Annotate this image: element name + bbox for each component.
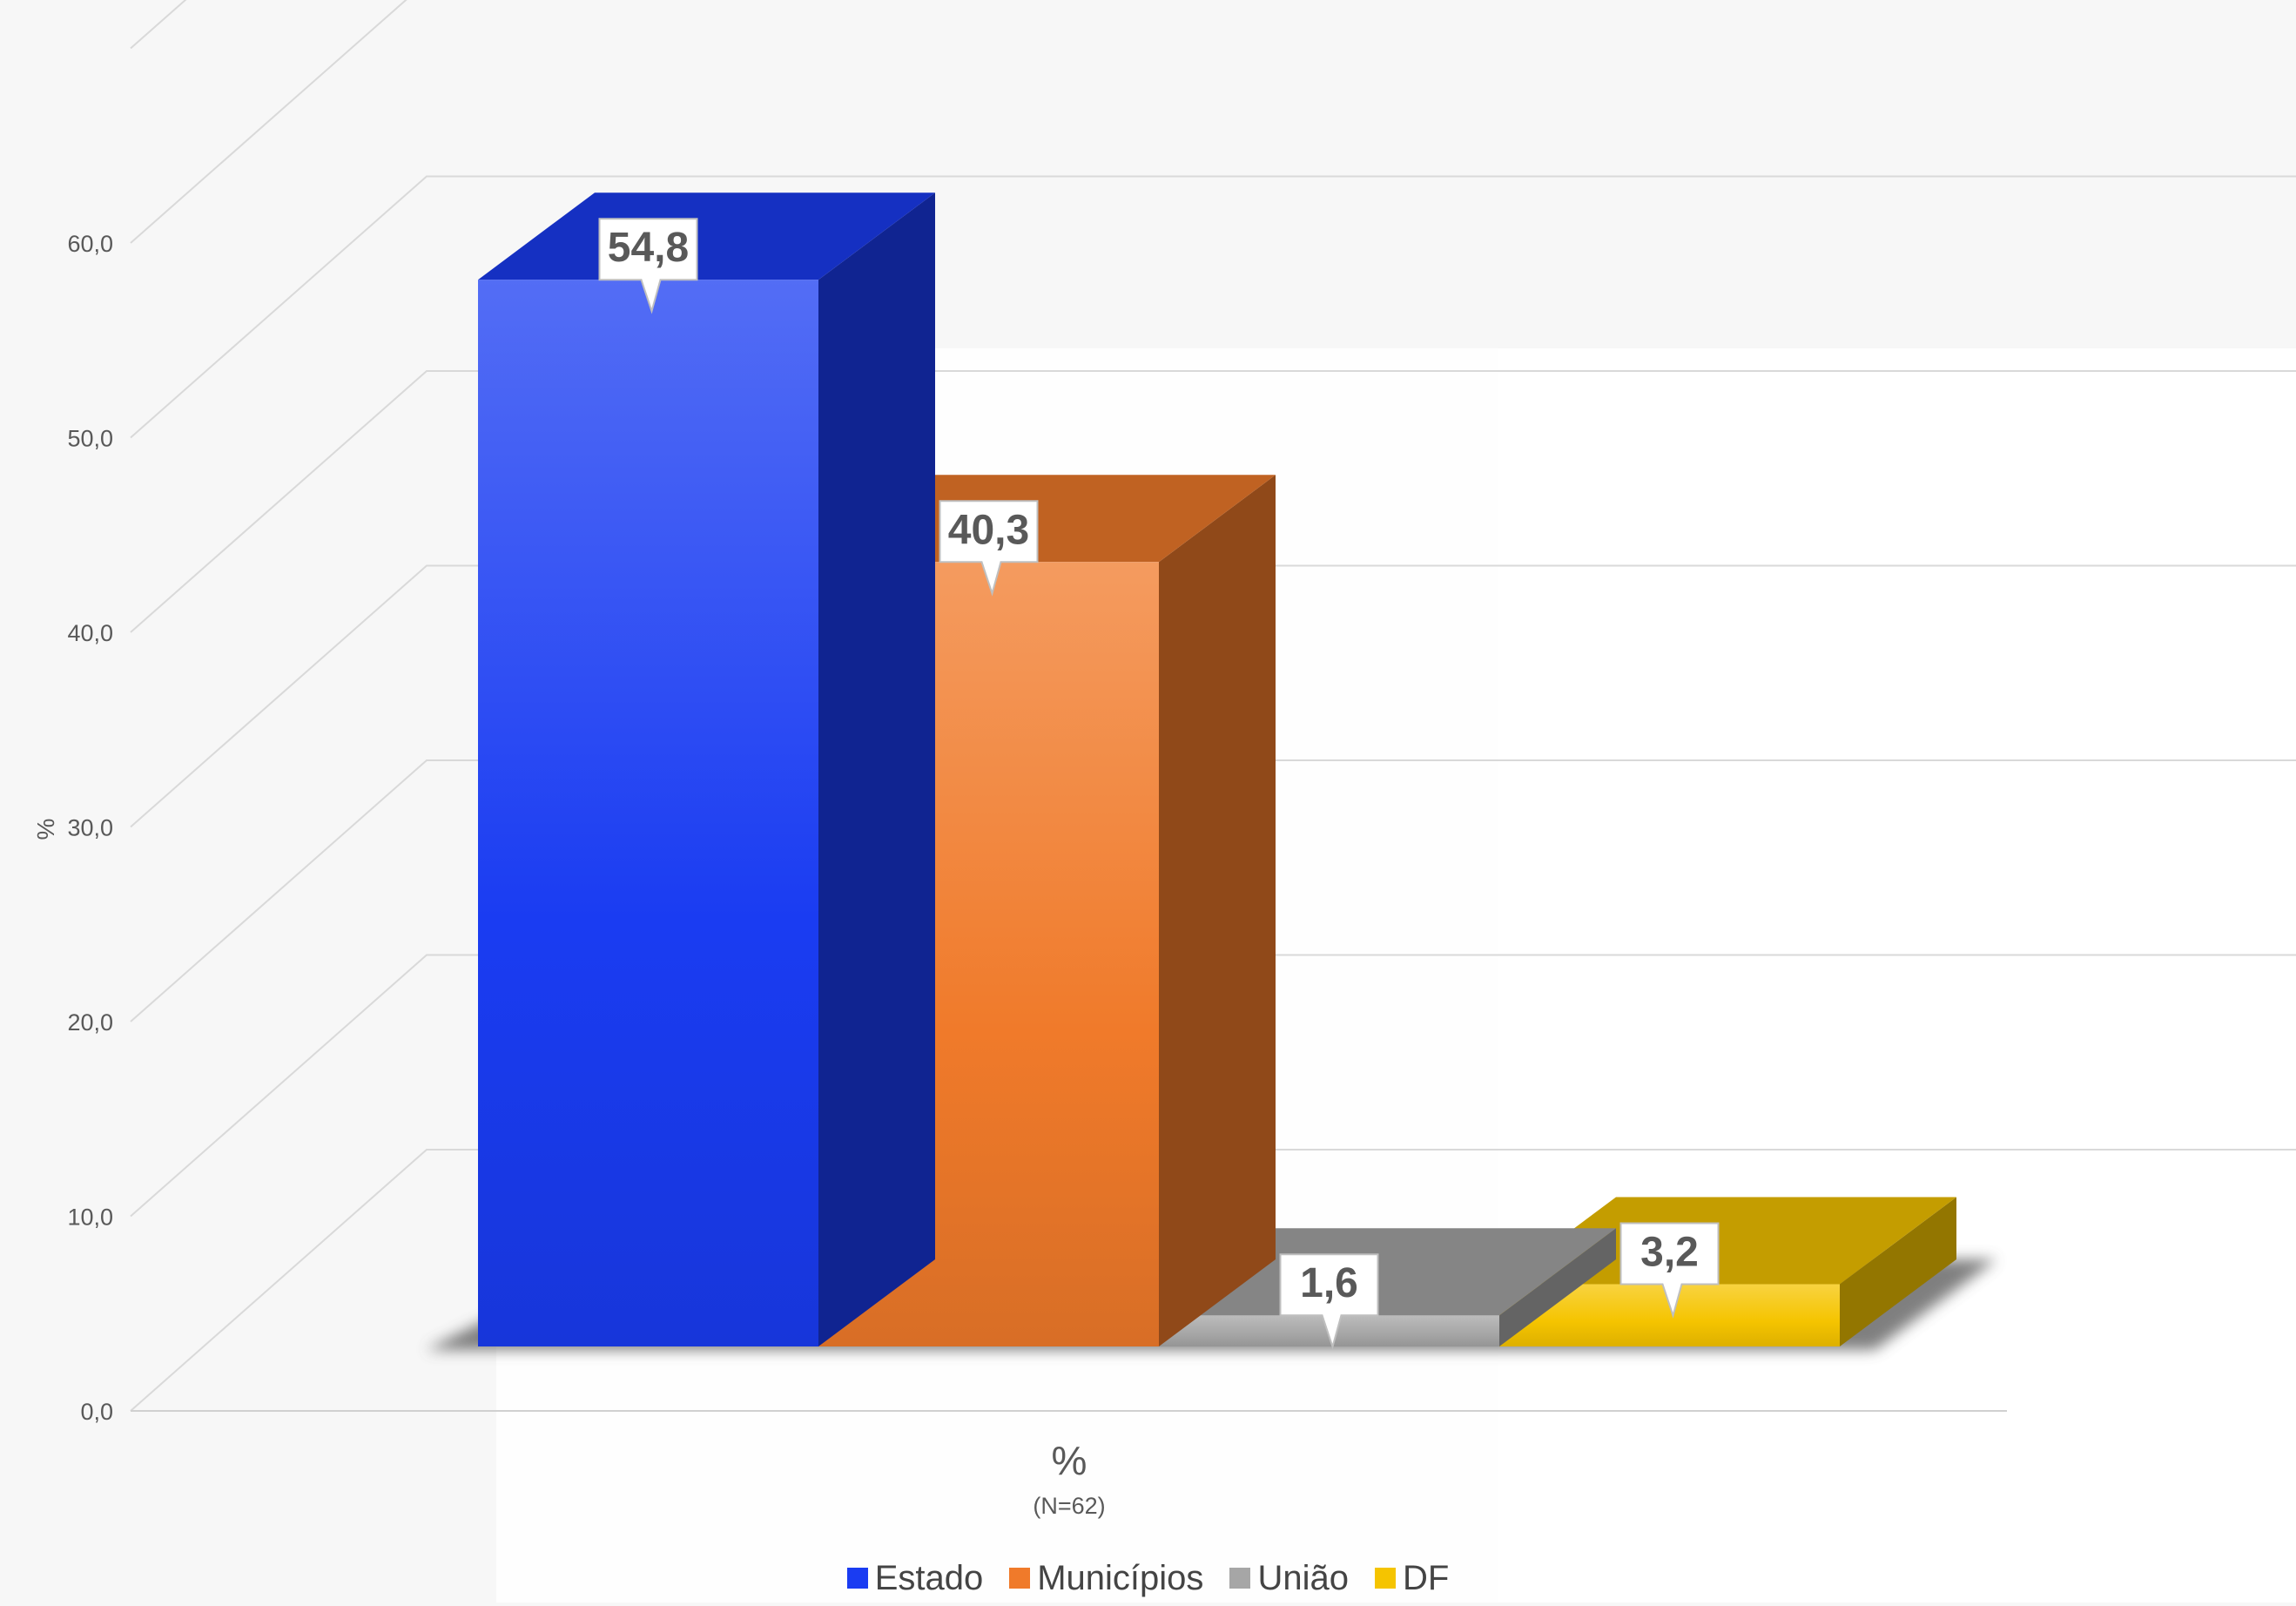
- y-axis-label: %: [32, 819, 59, 840]
- y-tick-label: 20,0: [67, 1009, 113, 1036]
- data-label-text: 40,3: [948, 507, 1029, 553]
- data-label-box: [1279, 1253, 1379, 1350]
- legend-swatch-municipios: [1009, 1568, 1031, 1589]
- y-tick-label: 0,0: [80, 1399, 113, 1425]
- data-label: 54,8: [598, 218, 698, 314]
- bar-side-face: [1159, 475, 1276, 1346]
- legend-label-municipios: Municípios: [1037, 1558, 1204, 1597]
- y-tick-label: 10,0: [67, 1204, 113, 1231]
- data-label-box: [939, 500, 1039, 597]
- bar-side-face: [1840, 1197, 1956, 1346]
- y-tick-labels: 0,0 10,0 20,0 30,0 40,0 50,0 60,0: [67, 231, 113, 1425]
- data-label-text: 54,8: [608, 225, 689, 271]
- bar-side-face: [1499, 1228, 1616, 1346]
- data-label: 40,3: [939, 500, 1039, 597]
- bar-estado[interactable]: 54,8: [478, 192, 935, 1347]
- gridline: [130, 175, 2296, 439]
- gridlines: [130, 0, 2296, 1412]
- legend-item-estado[interactable]: Estado: [846, 1558, 984, 1598]
- data-label-box: [598, 218, 698, 314]
- bar-side-face: [818, 192, 935, 1347]
- gridline: [130, 1149, 2296, 1412]
- gridline: [130, 370, 2296, 633]
- y-tick-label: 40,0: [67, 620, 113, 646]
- background-panel: [1498, 348, 2296, 1603]
- legend-label-estado: Estado: [874, 1558, 984, 1597]
- bar-top-face: [1499, 1197, 1956, 1285]
- bars: 3,2 1,6 40,3 54,8: [426, 192, 1996, 1350]
- legend: Estado Municípios União DF: [0, 1552, 2296, 1604]
- data-label-text: 3,2: [1640, 1229, 1699, 1275]
- y-tick-label: 50,0: [67, 426, 113, 452]
- x-axis-sublabel: (N=62): [1033, 1493, 1105, 1519]
- x-axis-label: %: [1052, 1438, 1087, 1483]
- legend-swatch-estado: [846, 1568, 868, 1589]
- legend-swatch-df: [1374, 1568, 1396, 1589]
- legend-label-uniao: União: [1257, 1558, 1349, 1597]
- gridline: [130, 759, 2296, 1022]
- gridline: [130, 954, 2296, 1218]
- y-tick-label: 30,0: [67, 815, 113, 841]
- gridline: [130, 0, 407, 244]
- legend-swatch-uniao: [1229, 1568, 1251, 1589]
- legend-label-df: DF: [1402, 1558, 1450, 1597]
- legend-item-municipios[interactable]: Municípios: [1009, 1559, 1203, 1598]
- gridline: [130, 564, 2296, 828]
- bar-front-face: [478, 280, 818, 1347]
- data-label: 1,6: [1279, 1253, 1379, 1350]
- y-tick-label: 60,0: [67, 231, 113, 257]
- legend-item-uniao[interactable]: União: [1229, 1559, 1349, 1598]
- data-label: 3,2: [1619, 1222, 1720, 1319]
- data-label-box: [1619, 1222, 1720, 1319]
- data-label-text: 1,6: [1300, 1260, 1358, 1306]
- legend-item-df[interactable]: DF: [1374, 1558, 1450, 1598]
- bar-top-face: [478, 192, 935, 280]
